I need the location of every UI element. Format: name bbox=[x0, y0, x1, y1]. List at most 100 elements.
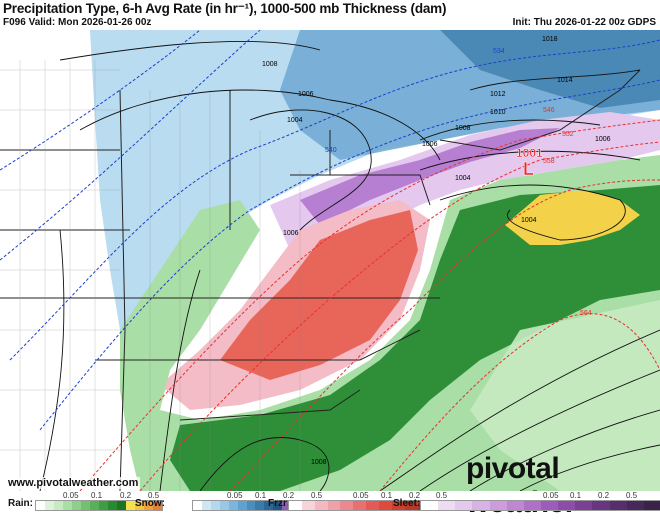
isobar-label: 1006 bbox=[422, 141, 438, 148]
legend-swatch bbox=[592, 501, 610, 510]
legend-swatch bbox=[391, 501, 405, 510]
legend-swatch bbox=[72, 501, 81, 510]
thickness-cold-lines bbox=[0, 30, 660, 431]
legend-label: Sleet: bbox=[393, 498, 421, 509]
legend-swatch bbox=[421, 501, 439, 510]
legend-swatch bbox=[237, 501, 247, 510]
weather-map[interactable]: 1008 1006 1004 1018 1014 1012 1010 1008 … bbox=[0, 30, 660, 491]
rain-region-light bbox=[470, 300, 660, 491]
legend-tick: 0.05 bbox=[63, 491, 79, 500]
legend-tick: 0.5 bbox=[436, 491, 448, 500]
legend-tick: 0.5 bbox=[148, 491, 160, 500]
legend-sleet: Sleet: 0.05 0.1 0.2 0.5 bbox=[393, 491, 660, 511]
legend-swatch bbox=[489, 501, 507, 510]
legend-swatch bbox=[117, 501, 126, 510]
isobar-label: 1012 bbox=[490, 91, 506, 98]
valid-time: F096 Valid: Mon 2026-01-26 00z bbox=[3, 17, 152, 28]
thickness-label: 552 bbox=[562, 131, 574, 138]
isobar-label: 1014 bbox=[557, 77, 573, 84]
legend-swatch bbox=[523, 501, 541, 510]
legend-rain: Rain: 0.05 0.1 0.2 0.5 bbox=[8, 491, 163, 511]
legend-tick: 0.1 bbox=[91, 491, 103, 500]
legend-swatch bbox=[609, 501, 627, 510]
legend-colorbar bbox=[420, 500, 660, 511]
legend-swatch bbox=[228, 501, 238, 510]
legend-label: Rain: bbox=[8, 498, 33, 509]
legend-swatch bbox=[210, 501, 220, 510]
map-title: Precipitation Type, 6-h Avg Rate (in hr⁻… bbox=[3, 1, 447, 16]
legend-swatch bbox=[301, 501, 315, 510]
thickness-label: 546 bbox=[543, 107, 555, 114]
legend-swatch bbox=[472, 501, 490, 510]
legend-swatch bbox=[404, 501, 418, 510]
legend-swatch bbox=[264, 501, 274, 510]
precip-type-legend: Rain: 0.05 0.1 0.2 0.5 Snow: 0.05 0.1 0.… bbox=[0, 491, 660, 511]
legend-tick: 0.2 bbox=[409, 491, 421, 500]
isobar-label: 1010 bbox=[490, 109, 506, 116]
isobars bbox=[39, 41, 660, 491]
isobar-label: 1008 bbox=[262, 61, 278, 68]
legend-swatch bbox=[626, 501, 644, 510]
isobar-label: 1004 bbox=[287, 117, 303, 124]
legend-swatch bbox=[506, 501, 524, 510]
legend-swatch bbox=[255, 501, 265, 510]
legend-tick: 0.5 bbox=[626, 491, 638, 500]
legend-tick: 0.5 bbox=[311, 491, 323, 500]
county-lines bbox=[0, 60, 301, 491]
isobar-label: 1006 bbox=[298, 91, 314, 98]
legend-tick: 0.05 bbox=[353, 491, 369, 500]
legend-tick: 0.05 bbox=[227, 491, 243, 500]
isobar-label: 1004 bbox=[521, 217, 537, 224]
sleet-region-heavy bbox=[300, 128, 560, 225]
legend-swatch bbox=[45, 501, 54, 510]
legend-swatch bbox=[108, 501, 117, 510]
legend-swatch bbox=[99, 501, 108, 510]
legend-swatch bbox=[63, 501, 72, 510]
legend-tick: 0.05 bbox=[543, 491, 559, 500]
isobar-label: 1008 bbox=[455, 125, 471, 132]
isobar-label: 1008 bbox=[311, 459, 327, 466]
legend-tick: 0.2 bbox=[283, 491, 295, 500]
legend-label: Frzr: bbox=[268, 498, 291, 509]
thickness-label: 540 bbox=[325, 147, 337, 154]
legend-label: Snow: bbox=[135, 498, 165, 509]
thickness-label: 564 bbox=[580, 310, 592, 317]
legend-swatch bbox=[353, 501, 367, 510]
legend-swatch bbox=[246, 501, 256, 510]
legend-colorbar bbox=[35, 500, 163, 511]
legend-tick: 0.2 bbox=[598, 491, 610, 500]
legend-swatch bbox=[340, 501, 354, 510]
legend-swatch bbox=[282, 501, 292, 510]
thickness-label: 534 bbox=[493, 48, 505, 55]
low-pressure-value: 1001 bbox=[516, 146, 543, 160]
rain-region-heavy bbox=[170, 185, 660, 491]
legend-swatch bbox=[219, 501, 229, 510]
legend-swatch bbox=[153, 501, 162, 510]
legend-swatch bbox=[455, 501, 473, 510]
legend-swatch bbox=[314, 501, 328, 510]
freezing-rain-heavy bbox=[220, 210, 418, 380]
legend-swatch bbox=[135, 501, 144, 510]
legend-swatch bbox=[366, 501, 380, 510]
legend-swatch bbox=[379, 501, 392, 510]
legend-swatch bbox=[144, 501, 153, 510]
legend-swatch bbox=[575, 501, 593, 510]
website-watermark: www.pivotalweather.com bbox=[6, 477, 141, 489]
legend-swatch bbox=[201, 501, 211, 510]
state-borders bbox=[0, 69, 641, 491]
legend-swatch bbox=[54, 501, 63, 510]
legend-tick: 0.1 bbox=[381, 491, 393, 500]
legend-swatch bbox=[126, 501, 135, 510]
legend-tick: 0.1 bbox=[255, 491, 267, 500]
legend-swatch bbox=[81, 501, 90, 510]
legend-tick: 0.2 bbox=[120, 491, 132, 500]
legend-swatch bbox=[643, 501, 660, 510]
legend-tick: 0.1 bbox=[570, 491, 582, 500]
isobar-label: 1006 bbox=[283, 230, 299, 237]
low-pressure-symbol: L bbox=[523, 159, 534, 179]
isobar-label: 1006 bbox=[595, 136, 611, 143]
isobar-label: 1004 bbox=[455, 175, 471, 182]
legend-swatch bbox=[90, 501, 99, 510]
legend-swatch bbox=[193, 501, 202, 510]
legend-swatch bbox=[273, 501, 283, 510]
